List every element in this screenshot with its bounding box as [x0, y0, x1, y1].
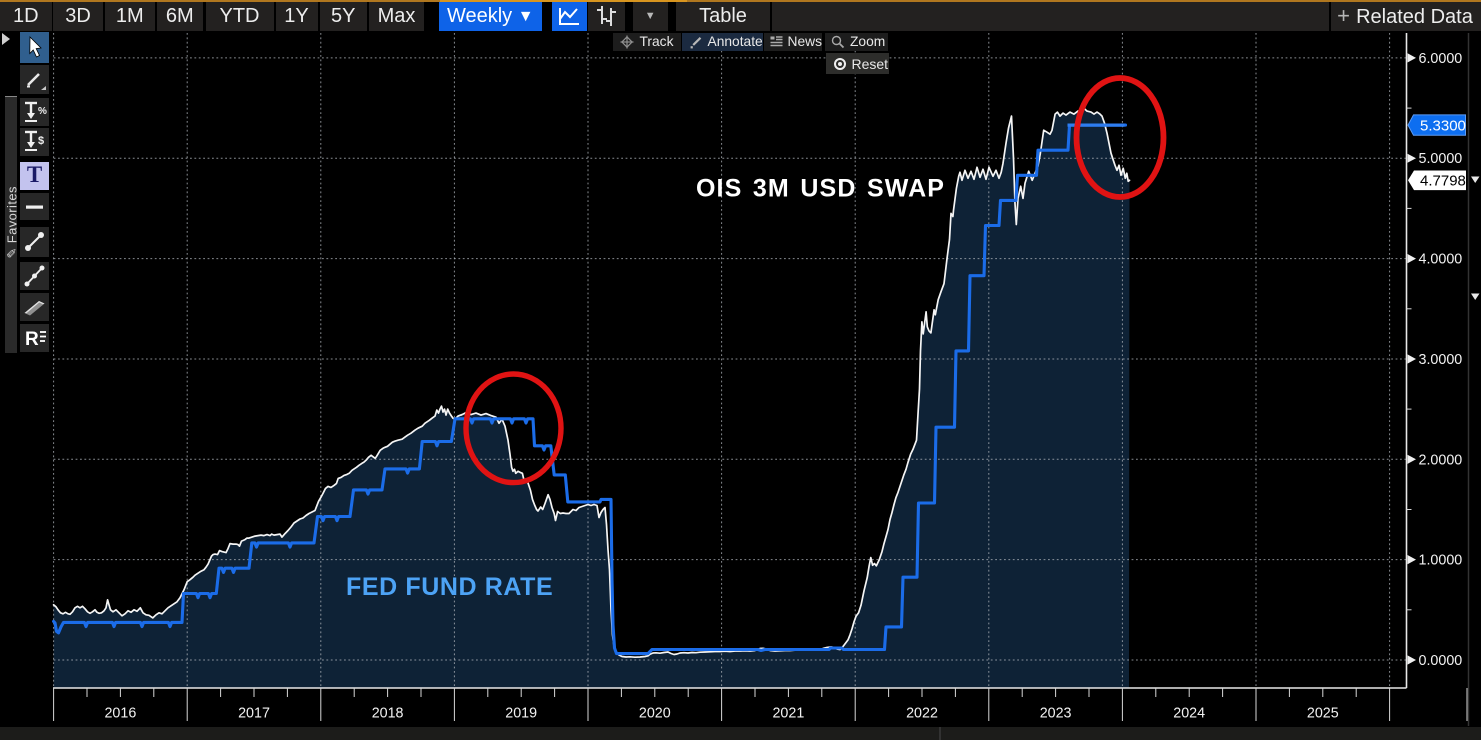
svg-text:2021: 2021 — [772, 706, 804, 722]
svg-text:2016: 2016 — [104, 706, 136, 722]
svg-text:2017: 2017 — [238, 706, 270, 722]
svg-text:2019: 2019 — [505, 706, 537, 722]
svg-text:FED FUND RATE: FED FUND RATE — [346, 573, 553, 601]
svg-text:2022: 2022 — [906, 706, 938, 722]
svg-text:%: % — [38, 106, 47, 117]
svg-text:2020: 2020 — [639, 706, 671, 722]
svg-text:OIS 3M USD SWAP: OIS 3M USD SWAP — [696, 175, 945, 203]
svg-text:2024: 2024 — [1173, 706, 1205, 722]
svg-text:2018: 2018 — [372, 706, 404, 722]
svg-text:$: $ — [38, 135, 44, 147]
svg-text:1.0000: 1.0000 — [1419, 553, 1463, 569]
svg-text:2.0000: 2.0000 — [1419, 452, 1463, 468]
svg-text:3.0000: 3.0000 — [1419, 352, 1463, 368]
svg-text:2025: 2025 — [1307, 706, 1339, 722]
svg-text:6.0000: 6.0000 — [1419, 51, 1463, 67]
svg-text:R: R — [25, 329, 39, 350]
svg-text:5.3300: 5.3300 — [1420, 117, 1466, 134]
svg-text:2023: 2023 — [1040, 706, 1072, 722]
svg-text:4.0000: 4.0000 — [1419, 252, 1463, 268]
svg-text:5.0000: 5.0000 — [1419, 151, 1463, 167]
svg-text:4.7798: 4.7798 — [1420, 173, 1466, 190]
svg-text:0.0000: 0.0000 — [1419, 653, 1463, 669]
